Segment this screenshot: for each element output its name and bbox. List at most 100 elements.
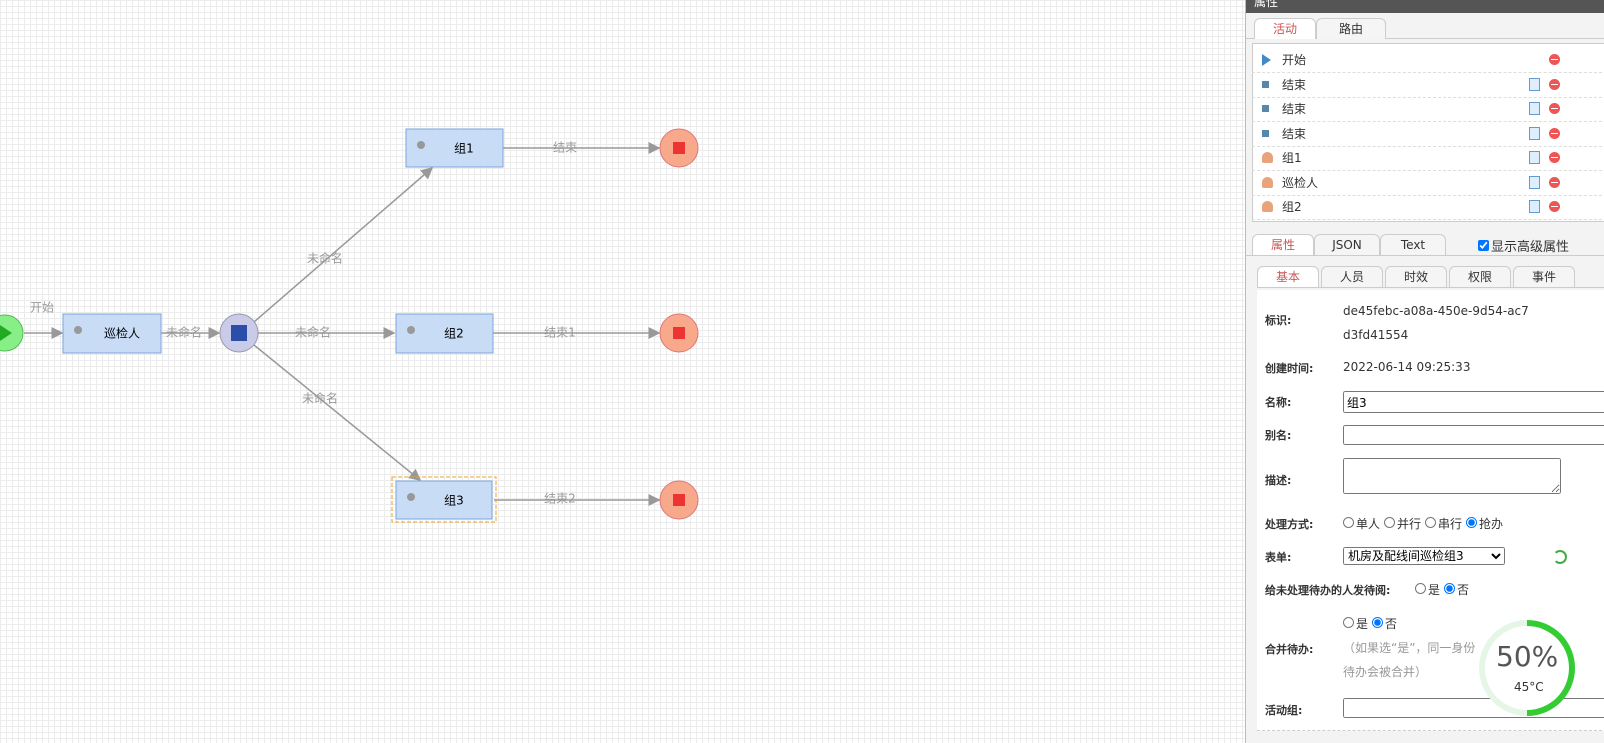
edge-label: 未命名 xyxy=(307,251,343,266)
copy-button[interactable] xyxy=(1529,77,1540,91)
sub-tab[interactable]: 事件 xyxy=(1513,266,1575,287)
copy-button[interactable] xyxy=(1529,126,1540,140)
edge[interactable] xyxy=(253,167,434,323)
field-value: de45febc-a08a-450e-9d54-ac7d3fd41554 xyxy=(1343,304,1529,342)
delete-button[interactable] xyxy=(1549,176,1560,188)
radio-option[interactable]: 单人 xyxy=(1343,517,1380,531)
copy-button[interactable] xyxy=(1529,102,1540,115)
activity-row[interactable]: 结束 xyxy=(1252,73,1604,98)
delete-button[interactable] xyxy=(1549,201,1560,212)
edge-label: 结束1 xyxy=(544,326,576,340)
delete-button[interactable] xyxy=(1549,103,1560,114)
activity-name: 组1 xyxy=(1282,151,1302,165)
task-node[interactable]: 组3 xyxy=(395,480,493,520)
text-input[interactable] xyxy=(1343,698,1604,718)
panel-title: 属性 xyxy=(1246,0,1604,13)
activity-row[interactable]: 结束 xyxy=(1252,122,1604,147)
activity-row[interactable]: 组2 xyxy=(1252,195,1604,220)
radio-option[interactable]: 否 xyxy=(1444,583,1469,597)
radio[interactable] xyxy=(1384,517,1396,528)
radio-option[interactable]: 并行 xyxy=(1384,517,1421,531)
edge-label: 未命名 xyxy=(295,325,331,340)
delete-button[interactable] xyxy=(1549,152,1560,163)
monitor xyxy=(1485,626,1569,710)
end-node[interactable] xyxy=(659,480,699,520)
radio-option[interactable]: 抢办 xyxy=(1466,517,1503,531)
description-input[interactable] xyxy=(1343,458,1561,494)
text-input[interactable] xyxy=(1343,425,1604,445)
tab[interactable]: Text xyxy=(1380,234,1446,255)
radio[interactable] xyxy=(1343,617,1354,628)
form-row: 标识: de45febc-a08a-450e-9d54-ac7d3fd41554 xyxy=(1257,290,1604,351)
field-label: 标识: xyxy=(1265,314,1292,327)
checkbox[interactable] xyxy=(1478,240,1489,251)
task-node[interactable]: 组2 xyxy=(395,313,494,354)
field-value: 2022-06-14 09:25:33 xyxy=(1343,360,1471,374)
field-label: 表单: xyxy=(1265,550,1292,564)
radio-label: 并行 xyxy=(1397,517,1422,531)
radio-group: 是否 xyxy=(1343,615,1401,632)
field-label: 给未处理待办的人发待阅: xyxy=(1265,584,1391,597)
radio[interactable] xyxy=(1444,583,1456,594)
start-label: 开始 xyxy=(30,301,54,315)
activity-icon xyxy=(1262,152,1273,163)
form-row: 给未处理待办的人发待阅: 是否 xyxy=(1257,573,1604,608)
activity-name: 结束 xyxy=(1282,77,1307,92)
sub-tab[interactable]: 时效 xyxy=(1385,266,1447,287)
field-label: 创建时间: xyxy=(1265,361,1314,375)
radio-option[interactable]: 是 xyxy=(1343,617,1368,631)
radio-option[interactable]: 否 xyxy=(1372,617,1397,631)
tab[interactable]: 活动 xyxy=(1254,18,1316,39)
monitor-percent: 50% xyxy=(1496,640,1559,673)
tab[interactable]: JSON xyxy=(1314,234,1380,255)
copy-button[interactable] xyxy=(1529,175,1540,189)
name-input[interactable] xyxy=(1343,391,1604,413)
radio-label: 抢办 xyxy=(1479,517,1504,531)
gateway-icon xyxy=(231,325,247,341)
edge[interactable] xyxy=(253,344,422,481)
sub-tab[interactable]: 权限 xyxy=(1449,266,1511,287)
delete-button[interactable] xyxy=(1549,78,1560,90)
activity-row[interactable]: 开始 xyxy=(1252,48,1604,73)
activity-row[interactable]: 巡检人 xyxy=(1252,171,1604,196)
edge-label: 未命名 xyxy=(166,325,202,340)
task-node[interactable]: 组1 xyxy=(405,128,504,168)
edge-label: 结束2 xyxy=(544,492,576,506)
radio-label: 串行 xyxy=(1438,517,1463,531)
copy-button[interactable] xyxy=(1529,151,1540,164)
activity-row[interactable]: 组1 xyxy=(1252,146,1604,171)
radio-label: 否 xyxy=(1457,583,1470,597)
sub-tab[interactable]: 人员 xyxy=(1321,266,1383,287)
radio-option[interactable]: 是 xyxy=(1415,583,1440,597)
edge-label: 未命名 xyxy=(302,391,338,406)
radio[interactable] xyxy=(1415,583,1426,594)
node-label: 组2 xyxy=(444,327,464,341)
radio[interactable] xyxy=(1372,617,1384,628)
radio[interactable] xyxy=(1343,517,1354,528)
delete-button[interactable] xyxy=(1549,127,1560,139)
radio[interactable] xyxy=(1425,517,1437,528)
copy-button[interactable] xyxy=(1529,200,1540,213)
radio-group: 是否 xyxy=(1415,581,1473,598)
activity-name: 开始 xyxy=(1282,53,1307,67)
activity-row[interactable]: 结束 xyxy=(1252,97,1604,122)
sub-tab[interactable]: 基本 xyxy=(1257,266,1319,287)
form-select[interactable]: 机房及配线间巡检组3 xyxy=(1343,547,1505,565)
tab[interactable]: 路由 xyxy=(1316,18,1386,39)
node-label: 组1 xyxy=(454,142,474,156)
advanced-checkbox[interactable]: 显示高级属性 xyxy=(1478,236,1569,255)
refresh-icon[interactable] xyxy=(1553,550,1567,564)
tab[interactable]: 属性 xyxy=(1252,234,1314,255)
end-node[interactable] xyxy=(659,313,699,353)
radio-option[interactable]: 串行 xyxy=(1425,517,1462,531)
end-node[interactable] xyxy=(659,128,699,168)
edge-label: 结束 xyxy=(553,141,577,155)
checkbox-label: 显示高级属性 xyxy=(1491,240,1570,255)
radio[interactable] xyxy=(1466,517,1478,528)
radio-label: 是 xyxy=(1356,617,1369,631)
delete-button[interactable] xyxy=(1549,54,1560,65)
task-node[interactable]: 巡检人 xyxy=(62,313,162,354)
activity-icon xyxy=(1262,80,1269,88)
activity-icon xyxy=(1262,105,1269,112)
